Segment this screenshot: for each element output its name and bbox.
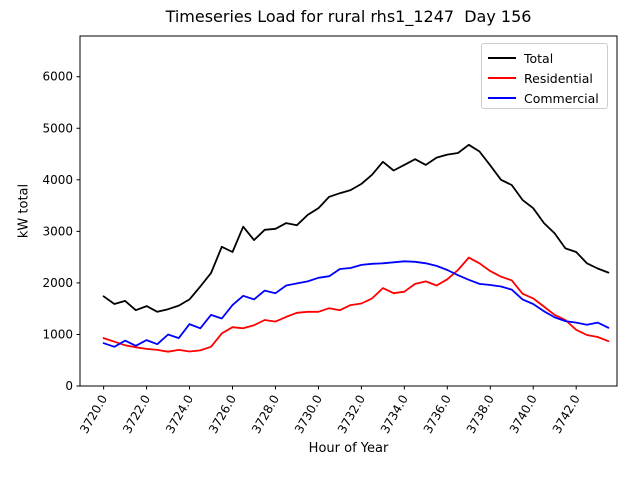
x-tick-label: 3732.0	[335, 393, 368, 436]
series-line-residential	[102, 256, 610, 353]
legend-entry-commercial: Commercial	[482, 88, 607, 108]
legend-line-residential	[488, 77, 516, 79]
y-tick-label: 6000	[42, 70, 73, 84]
x-tick-label: 3726.0	[206, 393, 239, 436]
x-tick-label: 3720.0	[77, 393, 110, 436]
x-tick-label: 3730.0	[292, 393, 325, 436]
x-tick-label: 3738.0	[464, 393, 497, 436]
series-line-total	[102, 143, 610, 313]
x-axis-label: Hour of Year	[308, 441, 389, 456]
x-tick-label: 3722.0	[120, 393, 153, 436]
legend-label-total: Total	[524, 50, 554, 66]
series-line-commercial	[102, 260, 610, 348]
x-tick-label: 3734.0	[378, 393, 411, 436]
legend-entry-total: Total	[482, 48, 607, 68]
x-tick-label: 3728.0	[249, 393, 282, 436]
legend-line-commercial	[488, 97, 516, 99]
y-tick-label: 1000	[42, 327, 73, 341]
legend-label-residential: Residential	[524, 70, 593, 86]
chart-title: Timeseries Load for rural rhs1_1247 Day …	[165, 7, 532, 26]
x-tick-label: 3736.0	[421, 393, 454, 436]
y-axis-label: kW total	[16, 183, 32, 239]
y-tick-label: 4000	[42, 173, 73, 187]
y-tick-label: 2000	[42, 276, 73, 290]
x-tick-label: 3724.0	[163, 393, 196, 436]
legend-line-total	[488, 57, 516, 59]
axes-frame	[79, 35, 618, 387]
y-tick-label: 0	[65, 379, 73, 393]
legend-label-commercial: Commercial	[524, 90, 599, 106]
legend: Total Residential Commercial	[481, 43, 608, 109]
y-tick-label: 3000	[42, 224, 73, 238]
y-tick-label: 5000	[42, 121, 73, 135]
legend-entry-residential: Residential	[482, 68, 607, 88]
x-tick-label: 3740.0	[507, 393, 540, 436]
x-tick-label: 3742.0	[550, 393, 583, 436]
